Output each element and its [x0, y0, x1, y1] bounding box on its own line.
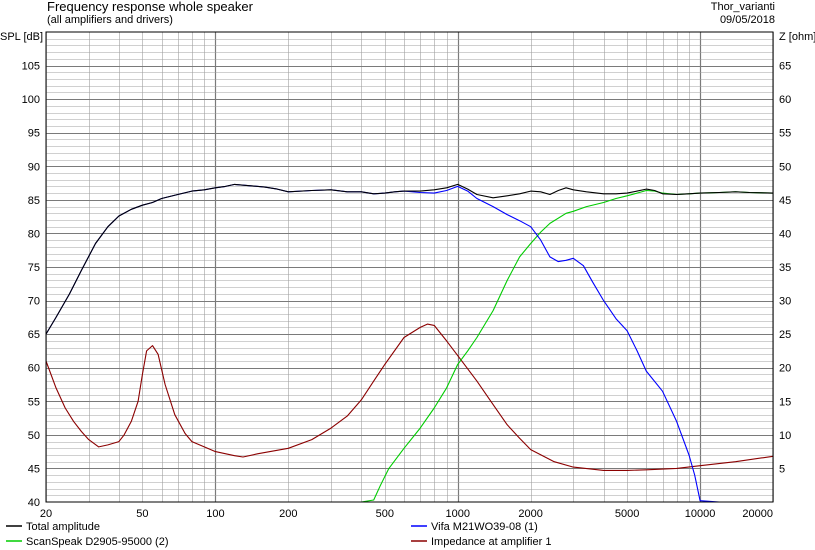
x-tick-label: 1000 [445, 508, 469, 520]
y-tick-label: 85 [28, 195, 40, 207]
legend-label: Impedance at amplifier 1 [431, 536, 551, 548]
y2-tick-label: 40 [779, 228, 791, 240]
y-tick-label: 105 [22, 61, 40, 73]
legend-label: Total amplitude [26, 521, 100, 533]
y2-tick-label: 15 [779, 396, 791, 408]
x-tick-label: 100 [206, 508, 224, 520]
series-lines [45, 183, 774, 503]
y2-tick-label: 30 [779, 296, 791, 308]
project-name: Thor_varianti [710, 1, 775, 13]
y2-tick-label: 35 [779, 262, 791, 274]
grid-lines [46, 32, 774, 502]
y2-tick-label: 65 [779, 61, 791, 73]
y2-tick-label: 50 [779, 161, 791, 173]
chart-date: 09/05/2018 [719, 14, 775, 26]
y2-tick-label: 55 [779, 128, 791, 140]
chart-title: Frequency response whole speaker [47, 0, 253, 14]
legend: Total amplitude ScanSpeak D2905-95000 (2)… [6, 521, 551, 548]
y-tick-label: 75 [28, 262, 40, 274]
y2-tick-label: 60 [779, 94, 791, 106]
x-tick-label: 500 [376, 508, 394, 520]
x-tick-label: 200 [279, 508, 297, 520]
y-tick-label: 45 [28, 463, 40, 475]
x-tick-label: 5000 [615, 508, 639, 520]
plot-frame [45, 31, 774, 503]
y-tick-label: 95 [28, 128, 40, 140]
y-tick-label: 80 [28, 228, 40, 240]
legend-label: ScanSpeak D2905-95000 (2) [26, 536, 168, 548]
y-axis-label-right: Z [ohm] [779, 31, 815, 43]
y-tick-label: 60 [28, 363, 40, 375]
series-line-impedance-at-amplifier-1 [45, 323, 774, 471]
chart-subtitle: (all amplifiers and drivers) [47, 14, 173, 26]
legend-label: Vifa M21WO39-08 (1) [431, 521, 538, 533]
y-tick-label: 90 [28, 161, 40, 173]
y2-tick-label: 45 [779, 195, 791, 207]
tick-labels: 40 45 50 55 60 65 70 75 80 85 90 95 100 105 5 10 15 20 25 3… [22, 61, 792, 520]
x-tick-label: 10000 [685, 508, 716, 520]
y2-tick-label: 10 [779, 430, 791, 442]
y-tick-label: 100 [22, 94, 40, 106]
y2-tick-label: 5 [779, 463, 785, 475]
y-tick-label: 55 [28, 396, 40, 408]
x-tick-label: 20000 [742, 508, 773, 520]
x-tick-label: 2000 [518, 508, 542, 520]
y-tick-label: 40 [28, 497, 40, 509]
x-tick-label: 20 [40, 508, 52, 520]
y-tick-label: 65 [28, 329, 40, 341]
y2-tick-label: 25 [779, 329, 791, 341]
y-tick-label: 70 [28, 296, 40, 308]
x-tick-label: 50 [136, 508, 148, 520]
y2-tick-label: 20 [779, 363, 791, 375]
series-line-total-amplitude [45, 183, 774, 335]
y-tick-label: 50 [28, 430, 40, 442]
y-axis-label-left: SPL [dB] [0, 31, 44, 43]
